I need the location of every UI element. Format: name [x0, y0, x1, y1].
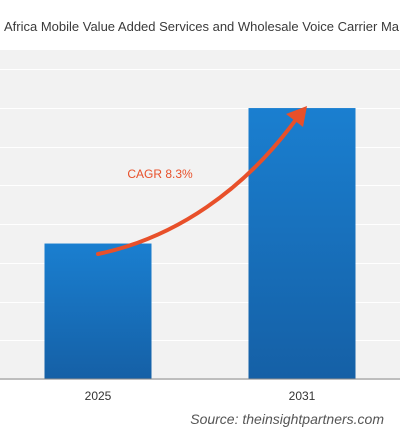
cagr-label: CAGR 8.3% — [127, 167, 193, 181]
cagr-arrow — [96, 116, 299, 256]
source-credit: Source: theinsightpartners.com — [190, 411, 384, 427]
x-tick-labels: 2025 2031 — [85, 389, 316, 403]
x-tick-label-2025: 2025 — [85, 389, 112, 403]
cagr-arrowhead — [286, 106, 307, 127]
cagr-arrow-group: CAGR 8.3% — [96, 106, 307, 256]
bar-2031 — [248, 108, 356, 379]
bar-2025 — [44, 243, 152, 379]
x-tick-label-2031: 2031 — [289, 389, 316, 403]
chart-title: Africa Mobile Value Added Services and W… — [4, 19, 400, 34]
title-bar: Africa Mobile Value Added Services and W… — [0, 0, 400, 50]
